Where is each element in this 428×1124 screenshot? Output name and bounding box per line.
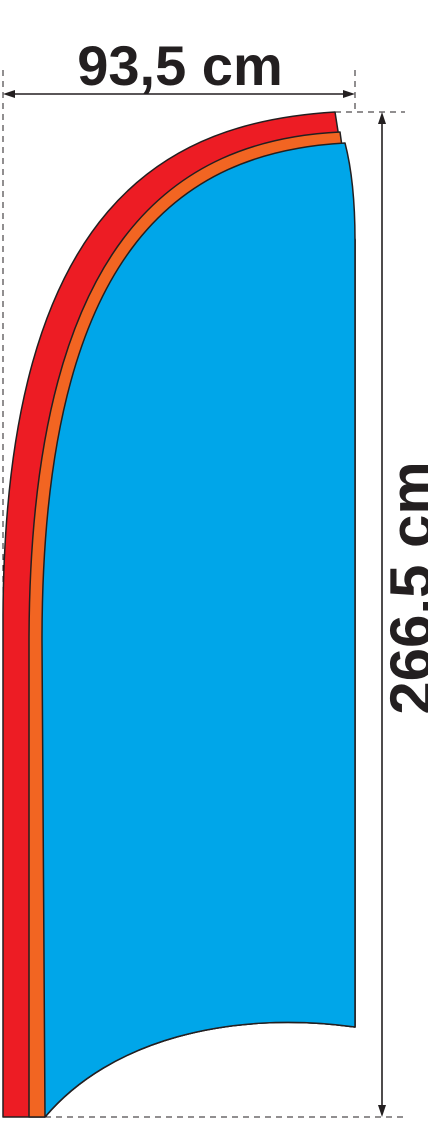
height-arrow-bottom <box>378 1105 386 1117</box>
flag-body <box>41 142 356 1118</box>
height-label: 266,5 cm <box>378 461 428 715</box>
height-arrow-top <box>378 112 386 124</box>
width-arrow-right <box>343 90 355 98</box>
width-dimension <box>3 90 355 98</box>
width-arrow-left <box>3 90 15 98</box>
beach-flag <box>2 111 356 1118</box>
width-label: 93,5 cm <box>77 34 283 97</box>
height-dimension <box>378 112 386 1117</box>
extension-lines <box>2 70 405 1118</box>
